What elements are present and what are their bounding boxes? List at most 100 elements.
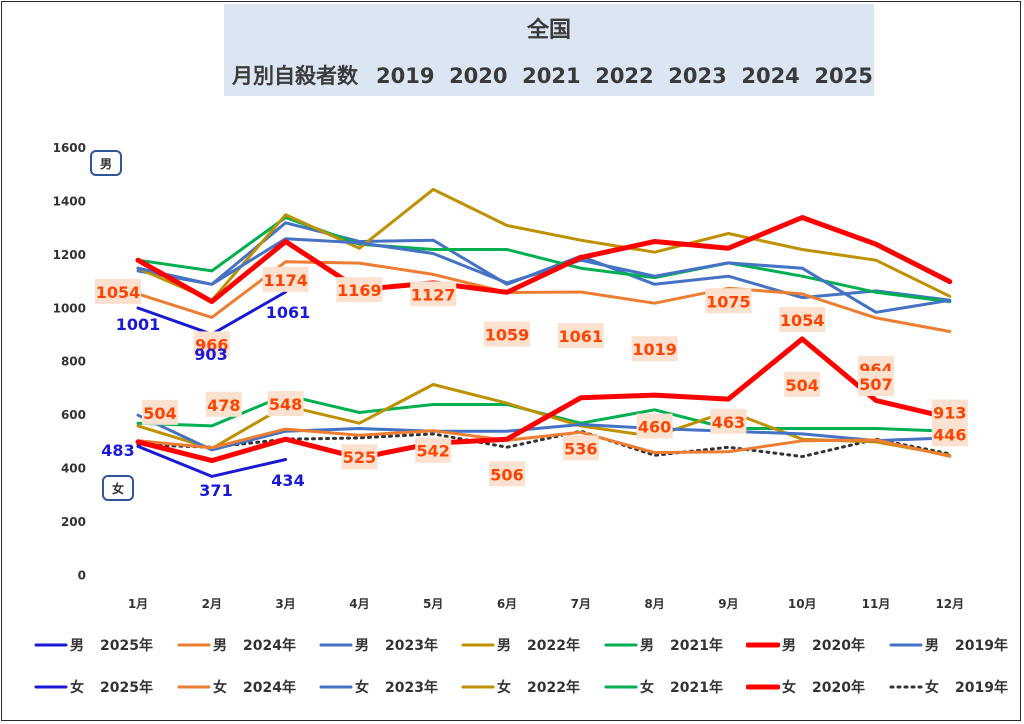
data-label-2025-male: 1001	[116, 315, 161, 334]
legend-swatch	[746, 684, 780, 690]
legend-sex: 男	[213, 638, 227, 654]
data-label-2024-female-bg	[562, 435, 599, 461]
data-label-2025-female: 371	[199, 481, 232, 500]
data-label-2024-female: 542	[416, 442, 449, 461]
data-label-2024-male-bg	[631, 336, 678, 362]
legend-swatch	[34, 643, 68, 647]
legend-swatch	[319, 685, 353, 689]
legend-swatch	[177, 685, 211, 689]
data-label-2024-female-bg	[710, 408, 747, 434]
legend-item: 女 2019年	[889, 676, 1008, 698]
male-badge-box	[90, 150, 122, 176]
data-label-2024-male: 1127	[411, 285, 456, 304]
series-line	[135, 336, 953, 464]
legend-swatch	[746, 642, 780, 648]
legend-sex: 女	[640, 680, 654, 696]
legend-sex: 男	[70, 638, 84, 654]
legend-item: 男 2021年	[604, 634, 723, 656]
legend-year: 2022年	[527, 680, 580, 696]
x-tick-label: 7月	[571, 597, 591, 611]
data-label-2024-female-bg	[341, 444, 378, 470]
x-tick-label: 1月	[128, 597, 148, 611]
legend-sex: 男	[497, 638, 511, 654]
series-line	[136, 187, 952, 302]
legend-item: 女 2024年	[177, 676, 296, 698]
legend-item: 女 2021年	[604, 676, 723, 698]
series-line	[136, 413, 952, 452]
female-badge: 女	[112, 481, 124, 496]
data-label-2024-female-bg	[267, 391, 304, 417]
data-label-2024-male: 1174	[263, 271, 308, 290]
data-label-2024-male-bg	[193, 331, 230, 357]
legend-year: 2021年	[670, 680, 723, 696]
legend-sex: 男	[925, 638, 939, 654]
line-chart: 0 200 400 600 800 1000 1200 1400 1600 1月 2月 3月 4月 5月 6…	[53, 141, 968, 611]
series-line	[136, 444, 288, 478]
legend-sex: 女	[782, 680, 796, 696]
legend-row: 男 2025年男 2024年男 2023年男 2022年男 2021年男 2020年男 201…	[34, 634, 1008, 676]
legend-sex: 男	[355, 638, 369, 654]
legend-sex: 男	[640, 638, 654, 654]
title-box: 全国 月別自殺者数 2019 2020 2021 2022 2023 2024 2…	[224, 4, 874, 96]
data-label-2024-male: 1075	[706, 292, 751, 311]
data-label-2024-female-bg	[858, 371, 894, 397]
data-label-2024-male-bg	[557, 323, 604, 349]
legend-sex: 女	[355, 680, 369, 696]
legend-sex: 女	[497, 680, 511, 696]
data-label-2024-male: 1054	[780, 311, 825, 330]
subtitle-text: 月別自殺者数	[232, 64, 358, 88]
chart-title: 全国	[526, 18, 571, 43]
data-label-2024-female: 506	[490, 465, 523, 484]
data-label-2025-male: 903	[194, 345, 227, 364]
data-label-2024-female: 478	[207, 396, 240, 415]
data-label-2024-female: 446	[933, 425, 966, 444]
x-tick-label: 4月	[349, 597, 369, 611]
data-label-2024-female: 463	[712, 413, 745, 432]
data-label-2024-female: 525	[343, 448, 376, 467]
data-label-2024-female-bg	[784, 371, 821, 397]
legend-item: 女 2023年	[319, 676, 438, 698]
y-tick-label: 1000	[53, 301, 86, 315]
data-label-2024-female: 507	[859, 375, 892, 394]
series-line	[136, 427, 952, 458]
legend-item: 女 2022年	[461, 676, 580, 698]
legend-swatch	[34, 685, 68, 689]
legend-year: 2021年	[670, 638, 723, 654]
legend-item: 女 2020年	[746, 676, 865, 698]
legend: 男 2025年男 2024年男 2023年男 2022年男 2021年男 2020年男 201…	[34, 634, 1008, 718]
legend-item: 女 2025年	[34, 676, 153, 698]
legend-swatch	[604, 685, 638, 689]
data-label-2024-male: 1059	[485, 326, 530, 345]
legend-swatch	[889, 685, 923, 689]
x-tick-label: 8月	[644, 597, 664, 611]
y-tick-label: 600	[61, 408, 86, 422]
data-label-2024-male: 966	[195, 335, 228, 354]
legend-swatch	[461, 643, 495, 647]
data-label-2024-female-bg	[142, 399, 178, 425]
x-tick-label: 3月	[275, 597, 295, 611]
data-label-2024-male-bg	[779, 306, 826, 332]
legend-year: 2019年	[955, 680, 1008, 696]
data-label-2024-male-bg	[705, 288, 752, 314]
x-tick-label: 5月	[423, 597, 443, 611]
legend-item: 男 2020年	[746, 634, 865, 656]
x-tick-label: 2月	[202, 597, 222, 611]
data-label-2024-male-bg	[410, 281, 457, 307]
legend-sex: 女	[70, 680, 84, 696]
legend-year: 2022年	[527, 638, 580, 654]
chart-subtitle: 月別自殺者数 2019 2020 2021 2022 2023 2024 2025	[232, 60, 873, 90]
data-label-2024-female-bg	[636, 413, 673, 439]
series-line	[136, 216, 952, 304]
data-label-2024-female-bg	[489, 461, 525, 487]
data-label-2025-female: 434	[271, 471, 304, 490]
data-label-2024-male-bg	[931, 399, 968, 425]
y-tick-label: 1600	[53, 141, 86, 155]
legend-swatch	[889, 643, 923, 647]
data-label-2024-female: 460	[638, 418, 671, 437]
legend-sex: 男	[782, 638, 796, 654]
legend-item: 男 2023年	[319, 634, 438, 656]
legend-year: 2025年	[100, 638, 153, 654]
data-label-2025-female: 483	[101, 441, 134, 460]
y-tick-label: 0	[78, 569, 86, 583]
legend-sex: 女	[213, 680, 227, 696]
